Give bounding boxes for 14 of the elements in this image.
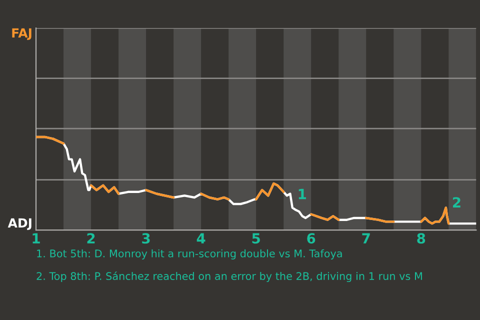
x-tick-label: 6 xyxy=(307,233,316,244)
x-tick-label: 7 xyxy=(362,233,370,244)
text: 1. Bot 5th: D. Monroy hit a run-scoring double vs M. Tafoya xyxy=(37,249,342,260)
x-tick-label: 8 xyxy=(417,233,426,244)
x-tick-label: 3 xyxy=(142,233,150,244)
x-tick-label: 1 xyxy=(32,233,40,244)
x-tick-label: 4 xyxy=(196,233,206,244)
annotation: 2 xyxy=(452,197,460,208)
annotation: 1 xyxy=(298,188,306,200)
text: 2. Top 8th: P. Sánchez reached on an error by the 2B, driving in 1 run vs M xyxy=(36,272,422,282)
text: ADJ xyxy=(8,218,32,230)
text: FAJ xyxy=(12,28,32,40)
x-tick-label: 2 xyxy=(87,233,95,244)
x-tick-label: 5 xyxy=(252,233,260,244)
